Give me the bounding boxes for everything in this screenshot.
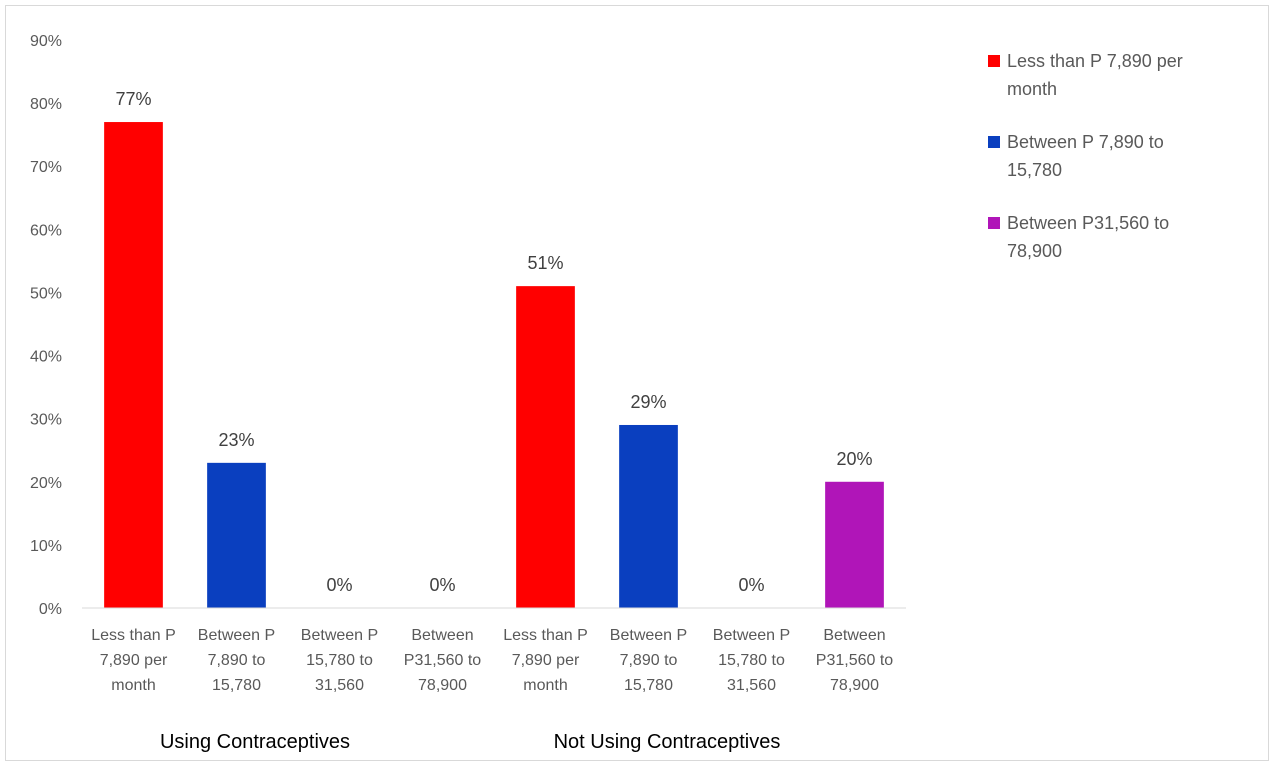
legend-label: Between P 7,890 to 15,780 [1007,132,1164,180]
data-label: 20% [836,449,872,469]
category-label: Between P 15,780 to 31,560 [713,627,790,694]
y-tick-label: 60% [30,222,62,239]
legend: Less than P 7,890 per month Between P 7,89… [988,51,1183,261]
y-axis: 0% 10% 20% 30% 40% 50% 60% 70% 80% 90% [30,33,62,618]
chart-frame: 0% 10% 20% 30% 40% 50% 60% 70% 80% 90% 77% 23% 0% 0%… [5,5,1269,761]
bars [104,122,884,609]
data-labels: 77% 23% 0% 0% 51% 29% 0% 20% [115,89,872,595]
legend-label: Between P31,560 to 78,900 [1007,213,1169,261]
y-tick-label: 40% [30,349,62,366]
y-tick-label: 90% [30,33,62,50]
category-label: Between P31,560 to 78,900 [404,627,482,694]
group-label: Not Using Contraceptives [554,731,781,753]
category-label: Between P 7,890 to 15,780 [198,627,275,694]
y-tick-label: 50% [30,285,62,302]
group-labels: Using Contraceptives Not Using Contracept… [160,731,780,753]
category-label: Between P31,560 to 78,900 [816,627,894,694]
category-label: Between P 7,890 to 15,780 [610,627,687,694]
y-tick-label: 80% [30,96,62,113]
group-label: Using Contraceptives [160,731,350,753]
y-tick-label: 70% [30,159,62,176]
category-labels: Less than P 7,890 per month Between P 7,890 … [91,627,893,694]
category-label: Between P 15,780 to 31,560 [301,627,378,694]
bar [207,462,266,608]
category-label: Less than P 7,890 per month [503,627,588,694]
bar [516,286,575,608]
bar-chart: 0%10%20%30%40%50%60%70%80%90% 77%23%0% 0%… [30,33,1183,753]
legend-swatch [988,217,1000,229]
y-tick-label: 10% [30,538,62,555]
bar [619,424,678,608]
y-tick-label: 20% [30,475,62,492]
data-label: 0% [326,575,352,595]
data-label: 0% [429,575,455,595]
data-label: 23% [218,430,254,450]
bar [104,122,163,609]
y-tick-label: 30% [30,412,62,429]
legend-label: Less than P 7,890 per month [1007,51,1183,99]
legend-swatch [988,136,1000,148]
data-label: 0% [738,575,764,595]
data-label: 29% [630,392,666,412]
category-label: Less than P 7,890 per month [91,627,176,694]
data-label: 51% [527,253,563,273]
data-label: 77% [115,89,151,109]
y-tick-label: 0% [39,601,62,618]
bar [825,481,884,608]
legend-swatch [988,55,1000,67]
